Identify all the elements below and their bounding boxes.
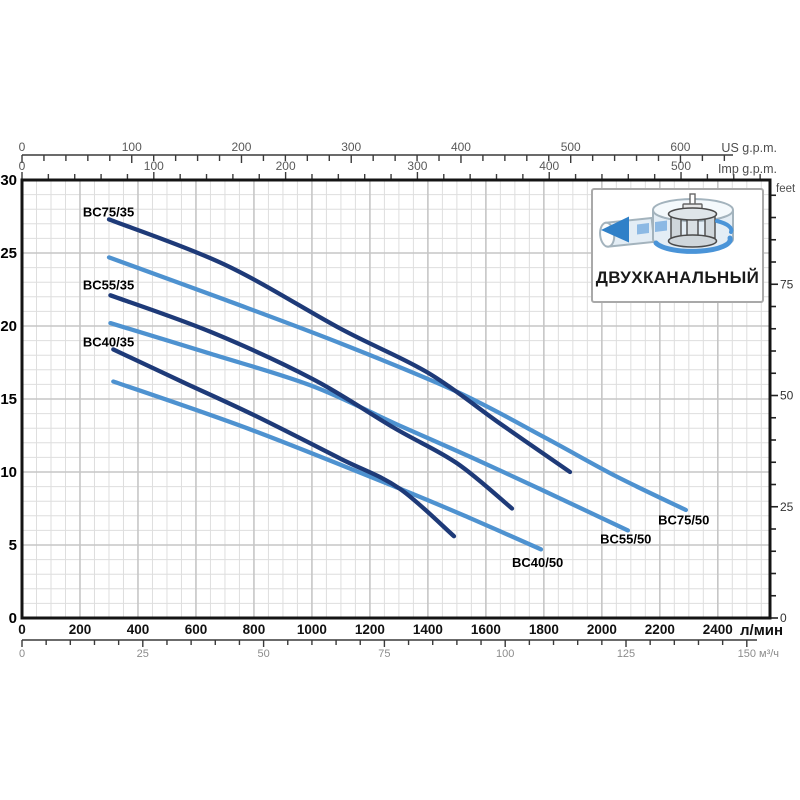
tick-label: 50 <box>780 389 794 403</box>
m3h-axis-label: м³/ч <box>759 648 779 660</box>
tick-label: 2200 <box>645 622 675 637</box>
tick-label: 300 <box>407 159 427 173</box>
us-gpm-axis: 0 100 200 300 400 500 600 US g.p.m. <box>19 140 777 163</box>
curve-label-BC40/50: BC40/50 <box>512 555 563 570</box>
meters-axis: 0 5 10 15 20 25 30 <box>0 172 17 627</box>
tick-label: 0 <box>19 159 26 173</box>
flow-swirl-icon <box>653 219 734 254</box>
m3h-axis: 0 25 50 75 100 125 150 м³/ч <box>19 639 779 660</box>
tick-label: 2400 <box>703 622 733 637</box>
tick-label: 0 <box>9 610 17 627</box>
tick-label: 400 <box>127 622 150 637</box>
tick-label: 500 <box>561 140 581 154</box>
curve-label-BC75/35: BC75/35 <box>83 205 134 220</box>
curve-BC75/35 <box>106 217 573 475</box>
tick-label: 25 <box>0 245 17 262</box>
tick-label: 100 <box>122 140 142 154</box>
tick-label: 15 <box>0 391 17 408</box>
tick-label: 75 <box>378 648 390 660</box>
tick-label: 2000 <box>587 622 617 637</box>
tick-label: 800 <box>243 622 266 637</box>
pump-curves: BC75/35 BC55/35 BC40/35 BC75/50 BC55/50 BC40/… <box>83 205 710 570</box>
two-channel-impeller-icon <box>599 193 734 254</box>
curve-BC40/35 <box>111 347 457 539</box>
tick-label: 200 <box>69 622 92 637</box>
plot-border <box>20 178 772 620</box>
impeller <box>667 193 718 248</box>
tick-label: 0 <box>780 611 787 625</box>
curve-label-BC40/35: BC40/35 <box>83 334 134 349</box>
tick-label: 25 <box>137 648 149 660</box>
tick-label: 0 <box>18 622 26 637</box>
tick-label: 600 <box>185 622 208 637</box>
curve-label-BC75/50: BC75/50 <box>658 513 709 528</box>
tick-label: 0 <box>19 140 26 154</box>
tick-label: 400 <box>539 159 559 173</box>
tick-label: 20 <box>0 318 17 335</box>
tick-label: 100 <box>496 648 514 660</box>
tick-label: 25 <box>780 500 794 514</box>
tick-label: 400 <box>451 140 471 154</box>
grid <box>22 180 770 618</box>
tick-label: 100 <box>144 159 164 173</box>
lmin-axis: 0 200 400 600 800 1000 1200 1400 1600 1800 2000 220… <box>18 622 783 639</box>
flow-direction-arrow-icon <box>601 216 667 243</box>
tick-label: 200 <box>276 159 296 173</box>
curve-BC55/50 <box>108 320 631 533</box>
tick-label: 150 <box>738 648 756 660</box>
curve-BC40/50 <box>111 379 544 552</box>
tick-label: 200 <box>231 140 251 154</box>
tick-label: 1600 <box>471 622 501 637</box>
tick-label: 30 <box>0 172 17 189</box>
curve-BC55/35 <box>108 293 515 511</box>
curve-label-BC55/50: BC55/50 <box>600 532 651 547</box>
tick-label: 600 <box>670 140 690 154</box>
tick-label: 50 <box>257 648 269 660</box>
tick-label: 1800 <box>529 622 559 637</box>
tick-label: 75 <box>780 277 794 291</box>
tick-label: 1000 <box>297 622 327 637</box>
impeller-type-label: ДВУХКАНАЛЬНЫЙ <box>595 268 760 287</box>
tick-label: 1200 <box>355 622 385 637</box>
tick-label: 1400 <box>413 622 443 637</box>
tick-label: 0 <box>19 648 25 660</box>
us-gpm-axis-label: US g.p.m. <box>721 141 777 155</box>
tick-label: 300 <box>341 140 361 154</box>
tick-label: 5 <box>9 537 17 554</box>
impeller-type-inset: ДВУХКАНАЛЬНЫЙ <box>591 188 764 303</box>
feet-axis: 0 25 50 75 feet <box>770 183 796 625</box>
curve-BC75/50 <box>106 255 689 513</box>
lmin-axis-label: л/мин <box>740 622 783 639</box>
tick-label: 125 <box>617 648 635 660</box>
feet-axis-label: feet <box>776 183 796 195</box>
curve-label-BC55/35: BC55/35 <box>83 278 134 293</box>
imp-gpm-axis-label: Imp g.p.m. <box>718 162 777 176</box>
tick-label: 10 <box>0 464 17 481</box>
tick-label: 500 <box>671 159 691 173</box>
